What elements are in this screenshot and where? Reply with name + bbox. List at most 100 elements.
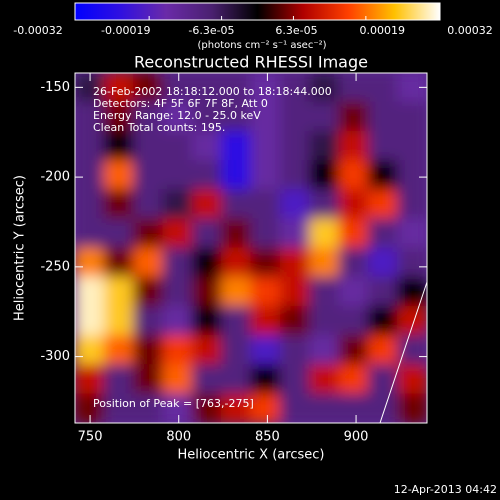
x-axis-label: Heliocentric X (arcsec) — [178, 448, 325, 463]
heat-cell — [103, 160, 135, 191]
y-tick-label: -150 — [40, 80, 70, 95]
heat-cell — [397, 101, 427, 132]
heat-cell — [250, 364, 281, 395]
chart-title: Reconstructed RHESSI Image — [134, 53, 368, 72]
heat-cell — [103, 247, 135, 278]
heat-cell — [279, 130, 311, 161]
colorbar-tick-label: -0.00019 — [101, 24, 150, 37]
heat-cell — [133, 364, 164, 395]
heat-cell — [221, 305, 252, 336]
heat-cell — [309, 364, 340, 395]
heat-cell — [221, 160, 252, 191]
heat-cell — [75, 364, 105, 395]
heat-cell — [75, 218, 105, 249]
annotation: 26-Feb-2002 18:18:12.000 to 18:18:44.000 — [93, 85, 332, 98]
heat-cell — [309, 189, 340, 220]
heat-cell — [367, 335, 399, 366]
heat-cell — [309, 247, 340, 278]
heat-cell — [250, 101, 281, 132]
heat-cell — [309, 73, 340, 103]
heat-cell — [191, 160, 223, 191]
heat-cell — [397, 335, 427, 366]
heat-cell — [191, 247, 223, 278]
colorbar-tick-label: -0.00032 — [13, 24, 62, 37]
heat-cell — [75, 276, 105, 307]
heat-cell — [250, 73, 281, 103]
heat-cell — [367, 364, 399, 395]
heat-cell — [279, 160, 311, 191]
heat-cell — [367, 276, 399, 307]
heat-cell — [367, 218, 399, 249]
heat-cell — [103, 189, 135, 220]
heat-cell — [250, 247, 281, 278]
colorbar — [74, 2, 441, 21]
heatmap — [75, 73, 427, 423]
heat-cell — [162, 364, 193, 395]
annotation: Energy Range: 12.0 - 25.0 keV — [93, 109, 261, 122]
heat-cell — [191, 189, 223, 220]
heat-cell — [397, 364, 427, 395]
x-tick-label: 800 — [166, 430, 191, 445]
heat-cell — [191, 276, 223, 307]
heat-cell — [221, 189, 252, 220]
heat-cell — [221, 130, 252, 161]
heat-cell — [221, 218, 252, 249]
heat-cell — [397, 189, 427, 220]
heat-cell — [309, 101, 340, 132]
heat-cell — [162, 276, 193, 307]
heat-cell — [75, 101, 105, 132]
solar-limb — [379, 281, 428, 424]
heat-cell — [221, 335, 252, 366]
heat-cell — [221, 276, 252, 307]
heat-cell — [279, 189, 311, 220]
heat-cell — [103, 393, 135, 423]
heat-cell — [162, 247, 193, 278]
heat-cell — [221, 393, 252, 423]
heat-cell — [338, 276, 369, 307]
heat-cell — [133, 101, 164, 132]
heat-cell — [133, 335, 164, 366]
heat-cell — [338, 247, 369, 278]
heat-cell — [103, 364, 135, 395]
heat-cell — [309, 160, 340, 191]
annotations: 26-Feb-2002 18:18:12.000 to 18:18:44.000… — [93, 85, 332, 134]
heat-cell — [309, 276, 340, 307]
heat-cell — [397, 130, 427, 161]
heat-cell — [367, 247, 399, 278]
heat-cell — [279, 276, 311, 307]
heat-cell — [338, 160, 369, 191]
heat-cell — [279, 393, 311, 423]
heat-cell — [162, 305, 193, 336]
heat-cell — [162, 160, 193, 191]
heat-cell — [397, 247, 427, 278]
peak-label: Position of Peak = [763,-275] — [93, 397, 254, 410]
heat-cell — [133, 247, 164, 278]
heat-cell — [75, 130, 105, 161]
heat-cell — [103, 305, 135, 336]
annotation: Detectors: 4F 5F 6F 7F 8F, Att 0 — [93, 97, 268, 110]
heat-cell — [338, 335, 369, 366]
heat-cell — [133, 393, 164, 423]
heat-cell — [133, 218, 164, 249]
heat-cell — [279, 218, 311, 249]
heat-cell — [133, 160, 164, 191]
x-tick-label: 900 — [344, 430, 369, 445]
heat-cell — [162, 218, 193, 249]
heat-cell — [250, 276, 281, 307]
heat-cell — [191, 73, 223, 103]
heat-cell — [75, 305, 105, 336]
heat-cell — [338, 393, 369, 423]
y-tick-label: -300 — [40, 349, 70, 364]
heat-cell — [250, 335, 281, 366]
heat-cell — [279, 101, 311, 132]
y-tick-label: -200 — [40, 170, 70, 185]
x-tick-label: 850 — [255, 430, 280, 445]
heat-cell — [221, 364, 252, 395]
heat-cell — [309, 393, 340, 423]
x-tick-label: 750 — [78, 430, 103, 445]
heat-cell — [103, 130, 135, 161]
colorbar-tick-label: 0.00032 — [447, 24, 493, 37]
heat-cell — [191, 101, 223, 132]
heat-cell — [338, 364, 369, 395]
heat-cell — [397, 276, 427, 307]
